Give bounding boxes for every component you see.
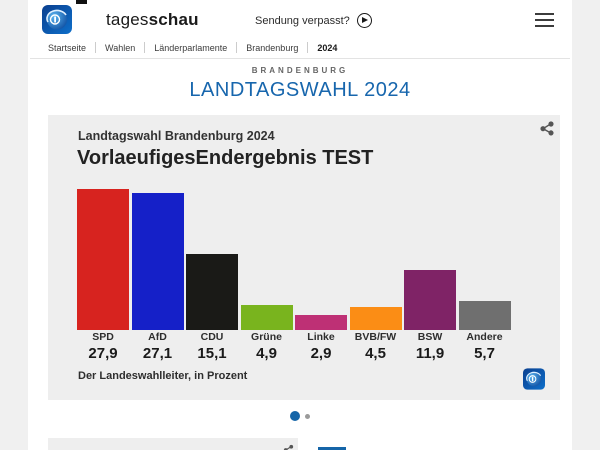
party-value: 27,1	[142, 345, 173, 362]
election-chart-card: Landtagswahl Brandenburg 2024 Vorlaeufig…	[48, 115, 560, 400]
party-label: CDU	[200, 331, 224, 343]
partial-blue-element	[318, 447, 346, 450]
chart-subtitle: Landtagswahl Brandenburg 2024	[78, 129, 275, 143]
brand-bold: schau	[148, 10, 199, 29]
play-circle-icon[interactable]	[356, 13, 372, 28]
chart-bar-andere[interactable]	[458, 301, 511, 330]
breadcrumb-2024[interactable]: 2024	[317, 42, 338, 53]
breadcrumb-separator	[95, 42, 97, 53]
chart-source: Der Landeswahlleiter, in Prozent	[78, 370, 248, 382]
breadcrumb-startseite[interactable]: Startseite	[48, 42, 87, 53]
page-heading: BRANDENBURG LANDTAGSWAHL 2024	[28, 66, 572, 102]
party-label: Andere	[466, 331, 503, 343]
chart-bar-linke[interactable]	[295, 315, 347, 330]
party-label: SPD	[92, 331, 114, 343]
heading-kicker: BRANDENBURG	[251, 66, 349, 75]
next-chart-card-partial	[48, 438, 298, 450]
header-divider	[30, 58, 570, 59]
brand-regular: tages	[106, 10, 149, 29]
breadcrumb-separator	[236, 42, 238, 53]
chart-bar-cdu[interactable]	[186, 254, 238, 330]
party-label: AfD	[148, 331, 167, 343]
chart-bar-bsw[interactable]	[404, 270, 456, 330]
party-label: Grüne	[251, 331, 282, 343]
carousel-dot-active[interactable]	[290, 411, 300, 421]
breadcrumb-separator	[307, 42, 309, 53]
broadcast-missed-label: Sendung verpasst?	[255, 14, 350, 27]
carousel-dot-inactive[interactable]	[305, 413, 310, 419]
bar-chart	[77, 185, 511, 330]
chart-bar-gruene[interactable]	[240, 305, 293, 330]
party-value: 4,9	[256, 345, 277, 362]
breadcrumb-wahlen[interactable]: Wahlen	[105, 42, 136, 53]
bar-labels-row: SPD 27,9 AfD 27,1 CDU 15,1 Grüne 4,9 Lin…	[77, 331, 511, 362]
top-edge-artifact	[76, 0, 87, 4]
site-header: tagesschau Sendung verpasst?	[28, 0, 572, 40]
party-value: 2,9	[310, 345, 332, 362]
party-value: 15,1	[197, 345, 227, 362]
brand-wordmark[interactable]: tagesschau	[106, 10, 199, 30]
share-icon[interactable]	[283, 442, 295, 450]
chart-bar-afd[interactable]	[131, 193, 184, 330]
party-value: 27,9	[88, 345, 118, 362]
party-value: 4,5	[365, 345, 386, 362]
breadcrumb: Startseite Wahlen Länderparlamente Brand…	[48, 42, 346, 53]
chart-title: VorlaeufigesEndergebnis TEST	[77, 147, 374, 169]
chart-bar-spd[interactable]	[77, 189, 129, 330]
tagesschau-logo[interactable]	[42, 5, 72, 34]
breadcrumb-separator	[144, 42, 146, 53]
party-label: BSW	[417, 331, 443, 343]
globe-icon	[47, 9, 67, 30]
breadcrumb-laenderparlamente[interactable]: Länderparlamente	[154, 42, 228, 53]
chart-bar-bvbfw[interactable]	[349, 307, 402, 330]
breadcrumb-brandenburg[interactable]: Brandenburg	[246, 42, 299, 53]
party-label: BVB/FW	[354, 331, 397, 343]
hamburger-menu-icon[interactable]	[535, 13, 554, 30]
party-value: 5,7	[474, 345, 495, 362]
page-title: LANDTAGSWAHL 2024	[189, 79, 411, 101]
ard-globe-icon	[523, 368, 545, 390]
content-column: tagesschau Sendung verpasst? Startseite …	[28, 0, 572, 450]
party-label: Linke	[307, 331, 335, 343]
carousel-dots	[28, 411, 572, 421]
share-icon[interactable]	[539, 120, 555, 136]
broadcast-missed-link[interactable]: Sendung verpasst?	[255, 13, 372, 28]
party-value: 11,9	[415, 345, 445, 362]
